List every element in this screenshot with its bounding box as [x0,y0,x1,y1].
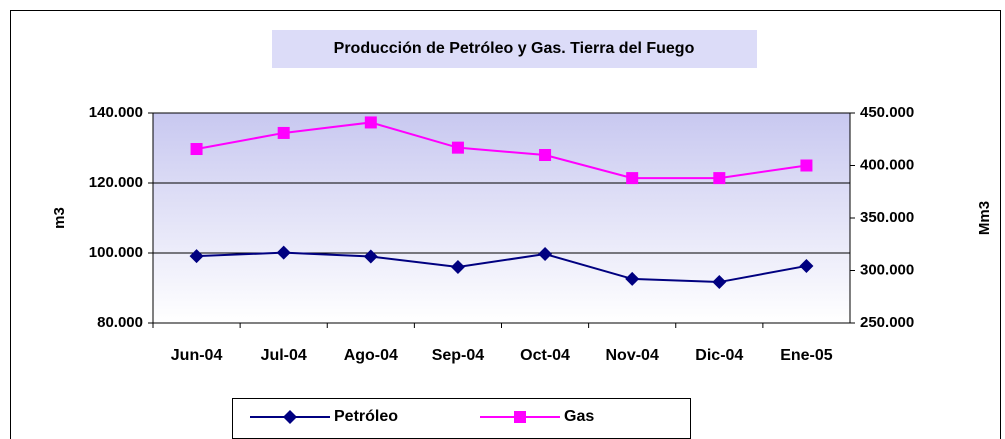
marker [450,260,465,274]
x-tick-label: Jun-04 [171,347,223,364]
marker [190,143,203,156]
marker [363,249,378,264]
x-tick-label: Nov-04 [606,347,659,364]
marker [539,149,552,161]
y-tick-label: 80.000 [97,314,143,331]
marker [626,172,639,185]
legend-box [232,398,691,439]
marker [189,249,204,264]
marker [625,271,640,286]
x-tick-label: Sep-04 [432,347,485,364]
y2-tick-label: 450.000 [860,104,914,121]
y-axis-label: m3 [51,207,68,229]
y-tick-label: 120.000 [89,174,143,191]
y2-tick-label: 300.000 [860,261,914,278]
marker [713,172,726,185]
title-box [272,30,757,68]
x-tick-label: Oct-04 [520,347,570,364]
marker [364,116,377,129]
y-tick-label: 140.000 [89,104,143,121]
y2-axis-label: Mm3 [976,201,993,235]
x-tick-label: Ene-05 [780,347,833,364]
legend-label: Gas [564,408,594,425]
y2-tick-label: 400.000 [860,156,914,173]
marker [283,410,297,424]
x-tick-label: Dic-04 [695,347,743,364]
y-tick-label: 100.000 [89,244,143,261]
plot-area [153,113,850,323]
marker [712,275,727,290]
x-tick-label: Jul-04 [261,347,307,364]
y2-tick-label: 350.000 [860,209,914,226]
marker [800,159,813,172]
series-line [196,121,807,180]
marker [514,411,526,423]
y2-tick-label: 250.000 [860,314,914,331]
marker [799,258,814,273]
series-line [196,251,807,284]
marker [451,141,464,154]
marker [538,247,553,262]
legend-label: Petróleo [334,408,398,425]
chart-title: Producción de Petróleo y Gas. Tierra del… [334,40,695,57]
marker [277,126,290,139]
marker [276,245,291,260]
x-tick-label: Ago-04 [344,347,398,364]
